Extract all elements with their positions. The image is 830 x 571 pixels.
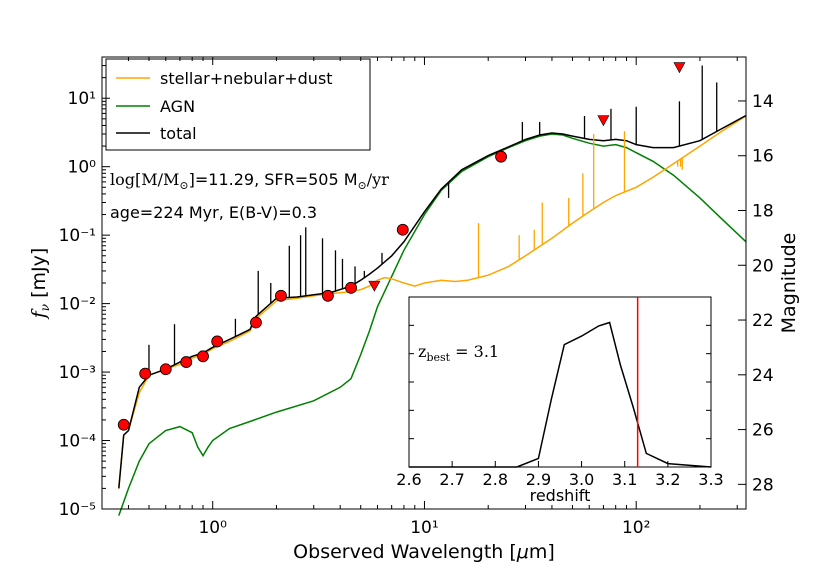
inset-frame — [408, 296, 712, 468]
inset-zbest-label: zbest = 3.1 — [418, 342, 499, 364]
mass-sfr-annotation: log[M/M⊙]=11.29, SFR=505 M⊙/yr — [110, 170, 389, 192]
inset-x-tick-label: 2.6 — [396, 470, 421, 489]
observation-point — [117, 418, 130, 431]
series-stellar-nebular-dust-line — [118, 115, 747, 489]
upper-limit-marker — [368, 280, 381, 292]
observation-point — [159, 363, 172, 376]
magnitude-tick-label: 18 — [752, 201, 774, 221]
magnitude-axis-title: Magnitude — [778, 233, 800, 334]
legend-label-stellar: stellar+nebular+dust — [160, 69, 333, 88]
observation-point — [495, 150, 507, 163]
magnitude-tick-label: 14 — [752, 92, 774, 112]
inset-x-tick-label: 2.8 — [483, 470, 508, 489]
x-tick-label: 10⁰ — [198, 518, 227, 538]
y-tick-label: 10⁻⁴ — [59, 432, 97, 452]
observation-point — [250, 316, 262, 329]
legend: stellar+nebular+dust AGN total — [105, 58, 371, 151]
y-axis: 10⁻⁵ 10⁻⁴ 10⁻³ 10⁻² 10⁻¹ 10⁰ 10¹ — [59, 56, 110, 520]
inset-plot: 2.6 2.7 2.8 2.9 3.0 3.1 3.2 3.3 — [396, 297, 724, 489]
observation-point — [396, 223, 409, 236]
y-tick-label: 10¹ — [68, 89, 96, 109]
y-tick-label: 10⁻³ — [59, 363, 96, 383]
legend-label-total: total — [160, 124, 197, 143]
magnitude-tick-label: 22 — [752, 311, 774, 331]
magnitude-axis: 14 16 18 20 22 24 26 28 — [738, 92, 774, 495]
magnitude-tick-label: 20 — [752, 256, 774, 276]
y-axis-title: fν [mJy] — [28, 248, 52, 321]
series-layer — [118, 65, 747, 516]
magnitude-tick-label: 24 — [752, 366, 774, 386]
magnitude-tick-label: 28 — [752, 475, 774, 495]
legend-box — [105, 58, 371, 151]
inset-x-tick-label: 3.3 — [698, 470, 723, 489]
x-axis-title: Observed Wavelength [μm] — [293, 541, 555, 563]
observation-point — [139, 367, 152, 380]
inset-x-tick-label: 3.1 — [612, 470, 637, 489]
legend-label-agn: AGN — [160, 97, 195, 116]
upper-limit-marker — [673, 62, 686, 74]
marker-layer — [117, 62, 686, 431]
observation-point — [197, 350, 209, 363]
inset-pdf-line — [409, 321, 712, 468]
series-total-line — [118, 114, 747, 489]
x-tick-label: 10¹ — [410, 518, 438, 538]
magnitude-tick-label: 26 — [752, 421, 774, 441]
y-tick-label: 10⁻² — [59, 295, 96, 315]
observation-point — [322, 289, 334, 302]
y-tick-label: 10⁻⁵ — [59, 500, 96, 520]
y-tick-label: 10⁻¹ — [59, 226, 96, 246]
inset-x-tick-label: 3.0 — [569, 470, 594, 489]
inset-x-tick-label: 2.7 — [439, 470, 464, 489]
observation-point — [345, 281, 357, 294]
redshift-inset: 2.6 2.7 2.8 2.9 3.0 3.1 3.2 3.3 zbest = 3.1 red… — [396, 296, 724, 505]
age-ebv-annotation: age=224 Myr, E(B-V)=0.3 — [110, 203, 317, 222]
x-axis: 10⁰ 10¹ 10² — [101, 57, 738, 538]
inset-x-tick-label: 3.2 — [655, 470, 680, 489]
observation-point — [211, 335, 224, 348]
series-agn-line — [118, 133, 747, 516]
upper-limit-marker — [597, 115, 610, 127]
inset-x-tick-label: 2.9 — [526, 470, 551, 489]
observation-point — [275, 289, 287, 302]
x-tick-label: 10² — [622, 518, 650, 538]
observation-point — [180, 356, 193, 368]
magnitude-tick-label: 16 — [752, 147, 774, 167]
y-tick-label: 10⁰ — [68, 158, 97, 178]
inset-x-axis-title: redshift — [530, 486, 591, 505]
